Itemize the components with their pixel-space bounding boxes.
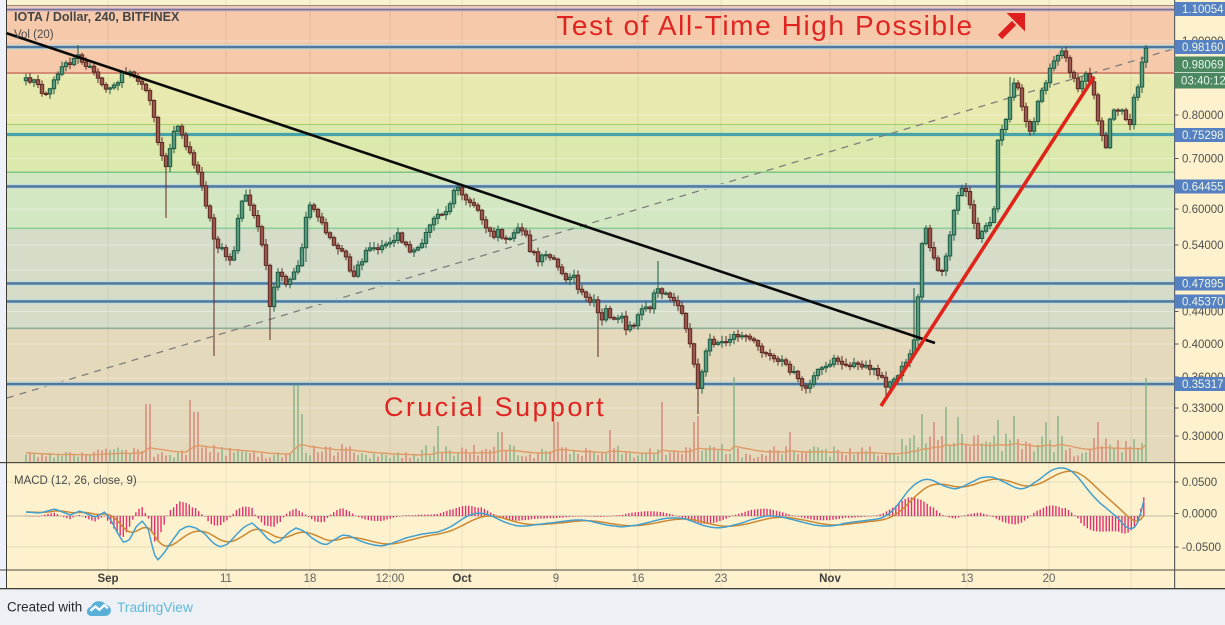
svg-text:TradingView: TradingView <box>117 600 193 615</box>
svg-text:0.60000: 0.60000 <box>1182 204 1224 216</box>
svg-text:16: 16 <box>632 573 645 585</box>
svg-text:1.10054: 1.10054 <box>1182 4 1224 16</box>
svg-text:0.64455: 0.64455 <box>1182 182 1224 194</box>
svg-text:20: 20 <box>1043 573 1056 585</box>
svg-text:0.98069: 0.98069 <box>1182 60 1224 72</box>
svg-text:0.80000: 0.80000 <box>1182 110 1224 122</box>
svg-text:03:40:12: 03:40:12 <box>1181 76 1225 88</box>
svg-text:Sep: Sep <box>97 573 118 585</box>
svg-text:Nov: Nov <box>819 573 841 585</box>
svg-text:0.35317: 0.35317 <box>1182 379 1224 391</box>
svg-text:13: 13 <box>961 573 974 585</box>
svg-text:Oct: Oct <box>452 573 471 585</box>
svg-text:0.0500: 0.0500 <box>1182 477 1217 489</box>
svg-text:12:00: 12:00 <box>376 573 405 585</box>
svg-text:0.33000: 0.33000 <box>1182 403 1224 415</box>
svg-text:0.98160: 0.98160 <box>1182 42 1224 54</box>
svg-text:0.0000: 0.0000 <box>1182 509 1217 521</box>
svg-text:23: 23 <box>715 573 728 585</box>
svg-text:11: 11 <box>220 573 232 585</box>
svg-text:0.70000: 0.70000 <box>1182 154 1224 166</box>
svg-text:18: 18 <box>304 573 317 585</box>
svg-text:Vol (20): Vol (20) <box>14 29 54 41</box>
svg-text:9: 9 <box>553 573 559 585</box>
svg-text:Test of All-Time High Possible: Test of All-Time High Possible <box>556 10 973 41</box>
svg-text:Created with: Created with <box>7 600 82 615</box>
svg-text:0.75298: 0.75298 <box>1182 130 1224 142</box>
svg-text:0.47895: 0.47895 <box>1182 279 1224 291</box>
svg-text:0.40000: 0.40000 <box>1182 339 1224 351</box>
svg-text:Crucial Support: Crucial Support <box>384 392 606 422</box>
svg-text:0.45370: 0.45370 <box>1182 297 1224 309</box>
svg-text:-0.0500: -0.0500 <box>1182 542 1221 554</box>
svg-text:0.30000: 0.30000 <box>1182 431 1224 443</box>
svg-text:0.54000: 0.54000 <box>1182 240 1224 252</box>
svg-text:0.44000: 0.44000 <box>1182 307 1224 319</box>
svg-text:IOTA / Dollar, 240, BITFINEX: IOTA / Dollar, 240, BITFINEX <box>14 10 180 24</box>
svg-text:MACD (12, 26, close, 9): MACD (12, 26, close, 9) <box>14 475 137 487</box>
